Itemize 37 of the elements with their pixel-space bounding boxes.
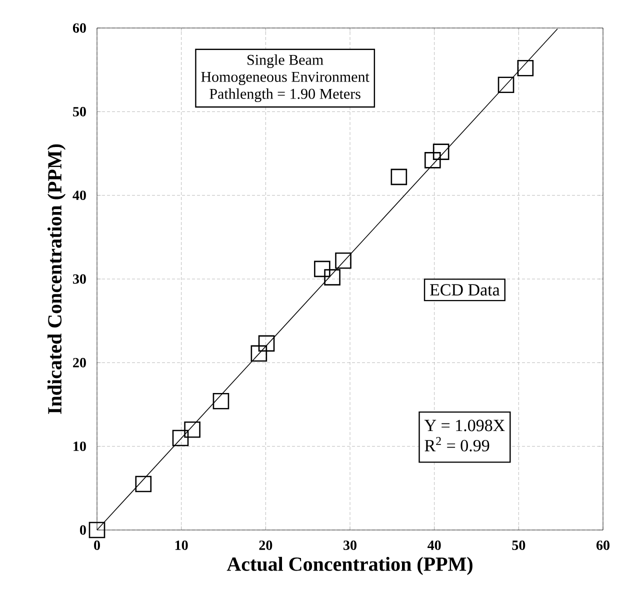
- x-tick-label: 50: [512, 540, 526, 550]
- annotation: Single Beam: [248, 54, 324, 68]
- x-tick-label: 60: [596, 540, 610, 550]
- annotation: Pathlength = 1.90 Meters: [210, 88, 360, 102]
- point: [88, 522, 106, 538]
- point: [258, 335, 275, 352]
- annotation: Homogeneous Environment: [201, 72, 370, 86]
- point: [172, 430, 189, 446]
- point: [335, 252, 352, 269]
- y-tick-label: 10: [74, 442, 86, 452]
- x-tick-label: 10: [175, 540, 188, 550]
- point: [424, 152, 441, 168]
- x-tick-label: 20: [259, 540, 272, 550]
- point: [184, 421, 200, 438]
- annotation: Y = 1.098X: [424, 420, 505, 432]
- y-tick-label: 20: [73, 358, 86, 368]
- point: [517, 60, 534, 76]
- y-axis-title: Indicated Concentration (PPM): [47, 144, 66, 414]
- x-tick-label: 30: [344, 540, 356, 550]
- x-tick-label: 0: [94, 540, 100, 550]
- y-tick-label: 30: [73, 274, 86, 284]
- y-tick-label: 40: [72, 190, 86, 200]
- y-tick-label: 60: [72, 23, 86, 33]
- point: [135, 476, 152, 492]
- point: [314, 260, 330, 278]
- y-tick-label: 0: [80, 525, 86, 535]
- point: [250, 345, 268, 362]
- point: [324, 269, 340, 286]
- x-tick-label: 40: [428, 540, 441, 550]
- point: [432, 144, 450, 160]
- annotation: R$^{2}$ = 0.99: [424, 437, 490, 452]
- y-tick-label: 50: [73, 106, 86, 116]
- x-axis-title: Actual Concentration (PPM): [226, 556, 472, 575]
- point: [498, 76, 514, 94]
- annotation: ECD Data: [430, 284, 500, 296]
- point: [390, 168, 408, 186]
- point: [212, 393, 230, 410]
